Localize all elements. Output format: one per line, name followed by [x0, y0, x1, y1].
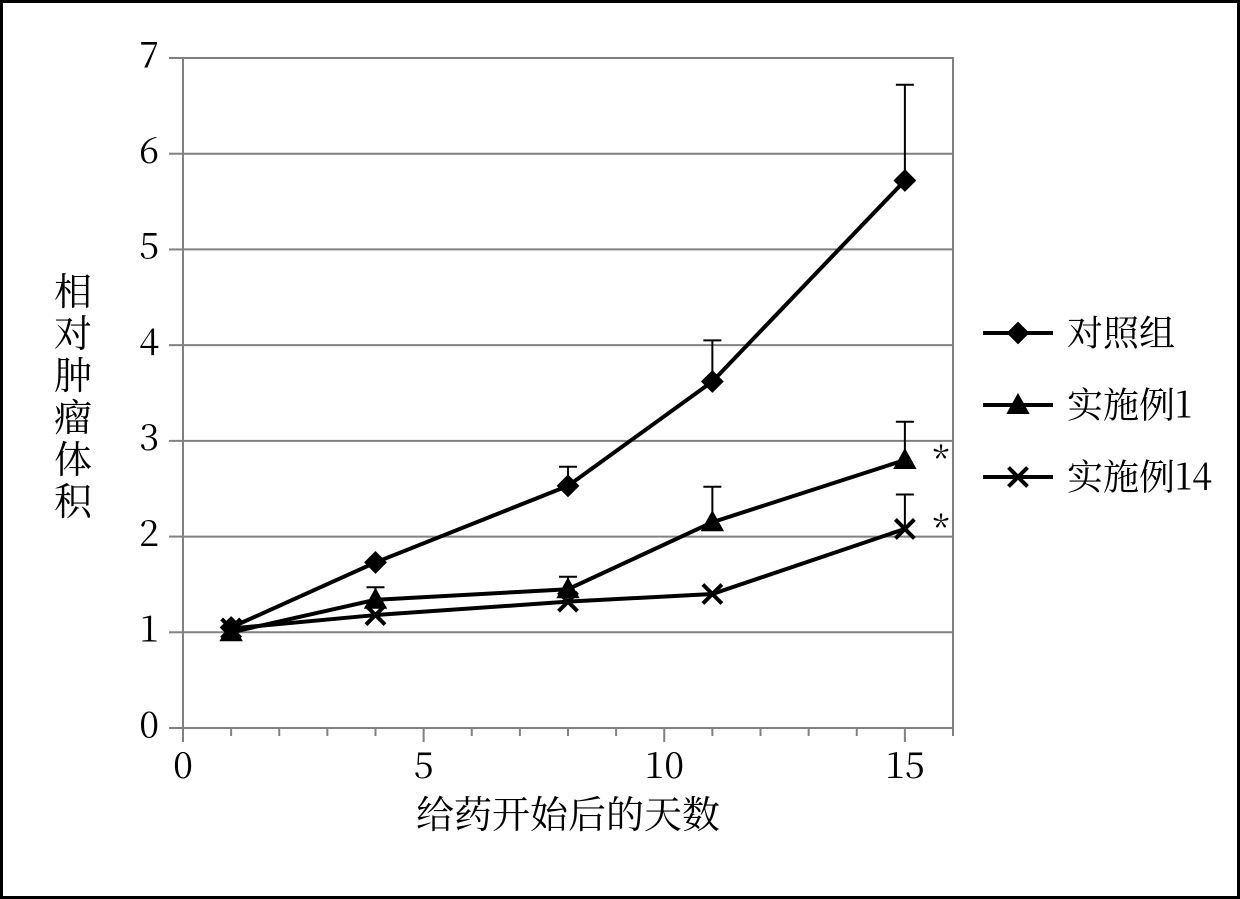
y-tick-label: 3	[139, 410, 159, 461]
x-tick-label: 10	[644, 738, 684, 789]
legend: 对照组实施例1 实施例14	[983, 306, 1212, 501]
y-tick-label: 4	[139, 314, 159, 365]
x-tick-label: 15	[885, 738, 925, 789]
series-ex14: *	[222, 494, 950, 638]
diamond-marker-icon	[366, 552, 386, 572]
y-tick-label: 0	[139, 697, 159, 748]
triangle-marker-icon	[895, 450, 915, 468]
y-tick-label: 7	[139, 27, 159, 78]
y-axis-label: 相对肿瘤体积	[54, 261, 93, 526]
y-tick-label: 2	[139, 506, 159, 557]
plot-border	[183, 58, 953, 728]
y-tick-label: 5	[139, 219, 159, 270]
chart-frame: 0 1 2 3 4 5 6 7 0 5 10 15 给药开始后的天数 相对肿瘤体积 * * 对照组实施例1 实施例…	[0, 0, 1240, 899]
series-annotation: *	[933, 502, 949, 551]
series-line	[231, 181, 905, 628]
series-annotation: *	[933, 433, 949, 482]
legend-label: 对照组	[1067, 306, 1175, 357]
svg-text:积: 积	[54, 471, 93, 526]
x-tick-label: 5	[414, 738, 434, 789]
legend-label: 实施例14	[1067, 450, 1212, 501]
line-chart: 0 1 2 3 4 5 6 7 0 5 10 15 给药开始后的天数 相对肿瘤体积 * * 对照组实施例1 实施例…	[3, 3, 1237, 896]
y-tick-label: 1	[139, 602, 159, 653]
series-control	[221, 85, 915, 638]
legend-label: 实施例1	[1067, 378, 1192, 429]
x-axis-label: 给药开始后的天数	[416, 784, 720, 839]
series-ex1: *	[221, 422, 949, 641]
x-tick-label: 0	[173, 738, 193, 789]
diamond-marker-icon	[1008, 323, 1028, 343]
y-tick-label: 6	[139, 123, 159, 174]
